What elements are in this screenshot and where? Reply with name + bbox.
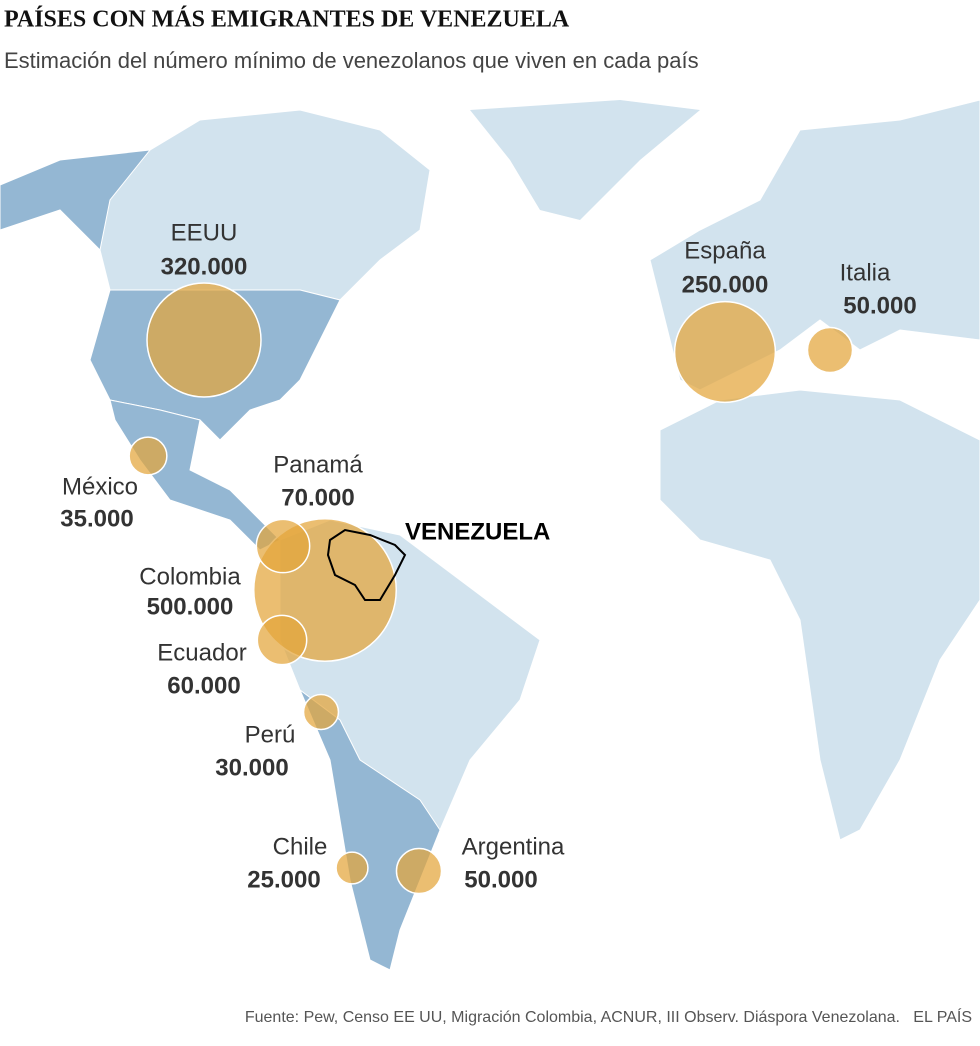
source: Fuente: Pew, Censo EE UU, Migración Colo… [245,1007,972,1026]
country-name: Colombia [139,563,241,590]
bubble [806,326,854,374]
venezuela-outline [326,528,407,601]
bubble [256,614,308,666]
country-value: 50.000 [843,292,916,319]
country-name: México [62,473,138,500]
country-value: 50.000 [464,866,537,893]
bubble [146,282,262,398]
circles [128,282,854,895]
labels: EEUU 320.000 España 250.000 Italia 50.000 Méxi… [60,219,916,893]
bubble [302,693,340,731]
country-name: Chile [273,833,328,860]
country-name: Ecuador [157,639,246,666]
country-name: España [684,237,766,264]
country-value: 35.000 [60,505,133,532]
country-name: Panamá [273,451,363,478]
bubble [128,436,168,476]
subtitle: Estimación del número mínimo de venezola… [4,48,699,73]
country-value: 500.000 [147,593,234,620]
bubble [395,847,443,895]
country-name: EEUU [171,219,238,246]
country-value: 60.000 [167,672,240,699]
country-value: 25.000 [247,866,320,893]
country-value: 70.000 [281,484,354,511]
bubble [673,300,777,404]
country-value: 30.000 [215,754,288,781]
bubble [255,518,311,574]
country-value: 250.000 [682,271,769,298]
title: PAÍSES CON MÁS EMIGRANTES DE VENEZUELA [4,7,570,33]
bubble [335,851,369,885]
origin-label: VENEZUELA [405,518,550,545]
country-name: Italia [840,259,891,286]
country-name: Argentina [462,833,565,860]
country-name: Perú [245,721,296,748]
country-value: 320.000 [161,253,248,280]
